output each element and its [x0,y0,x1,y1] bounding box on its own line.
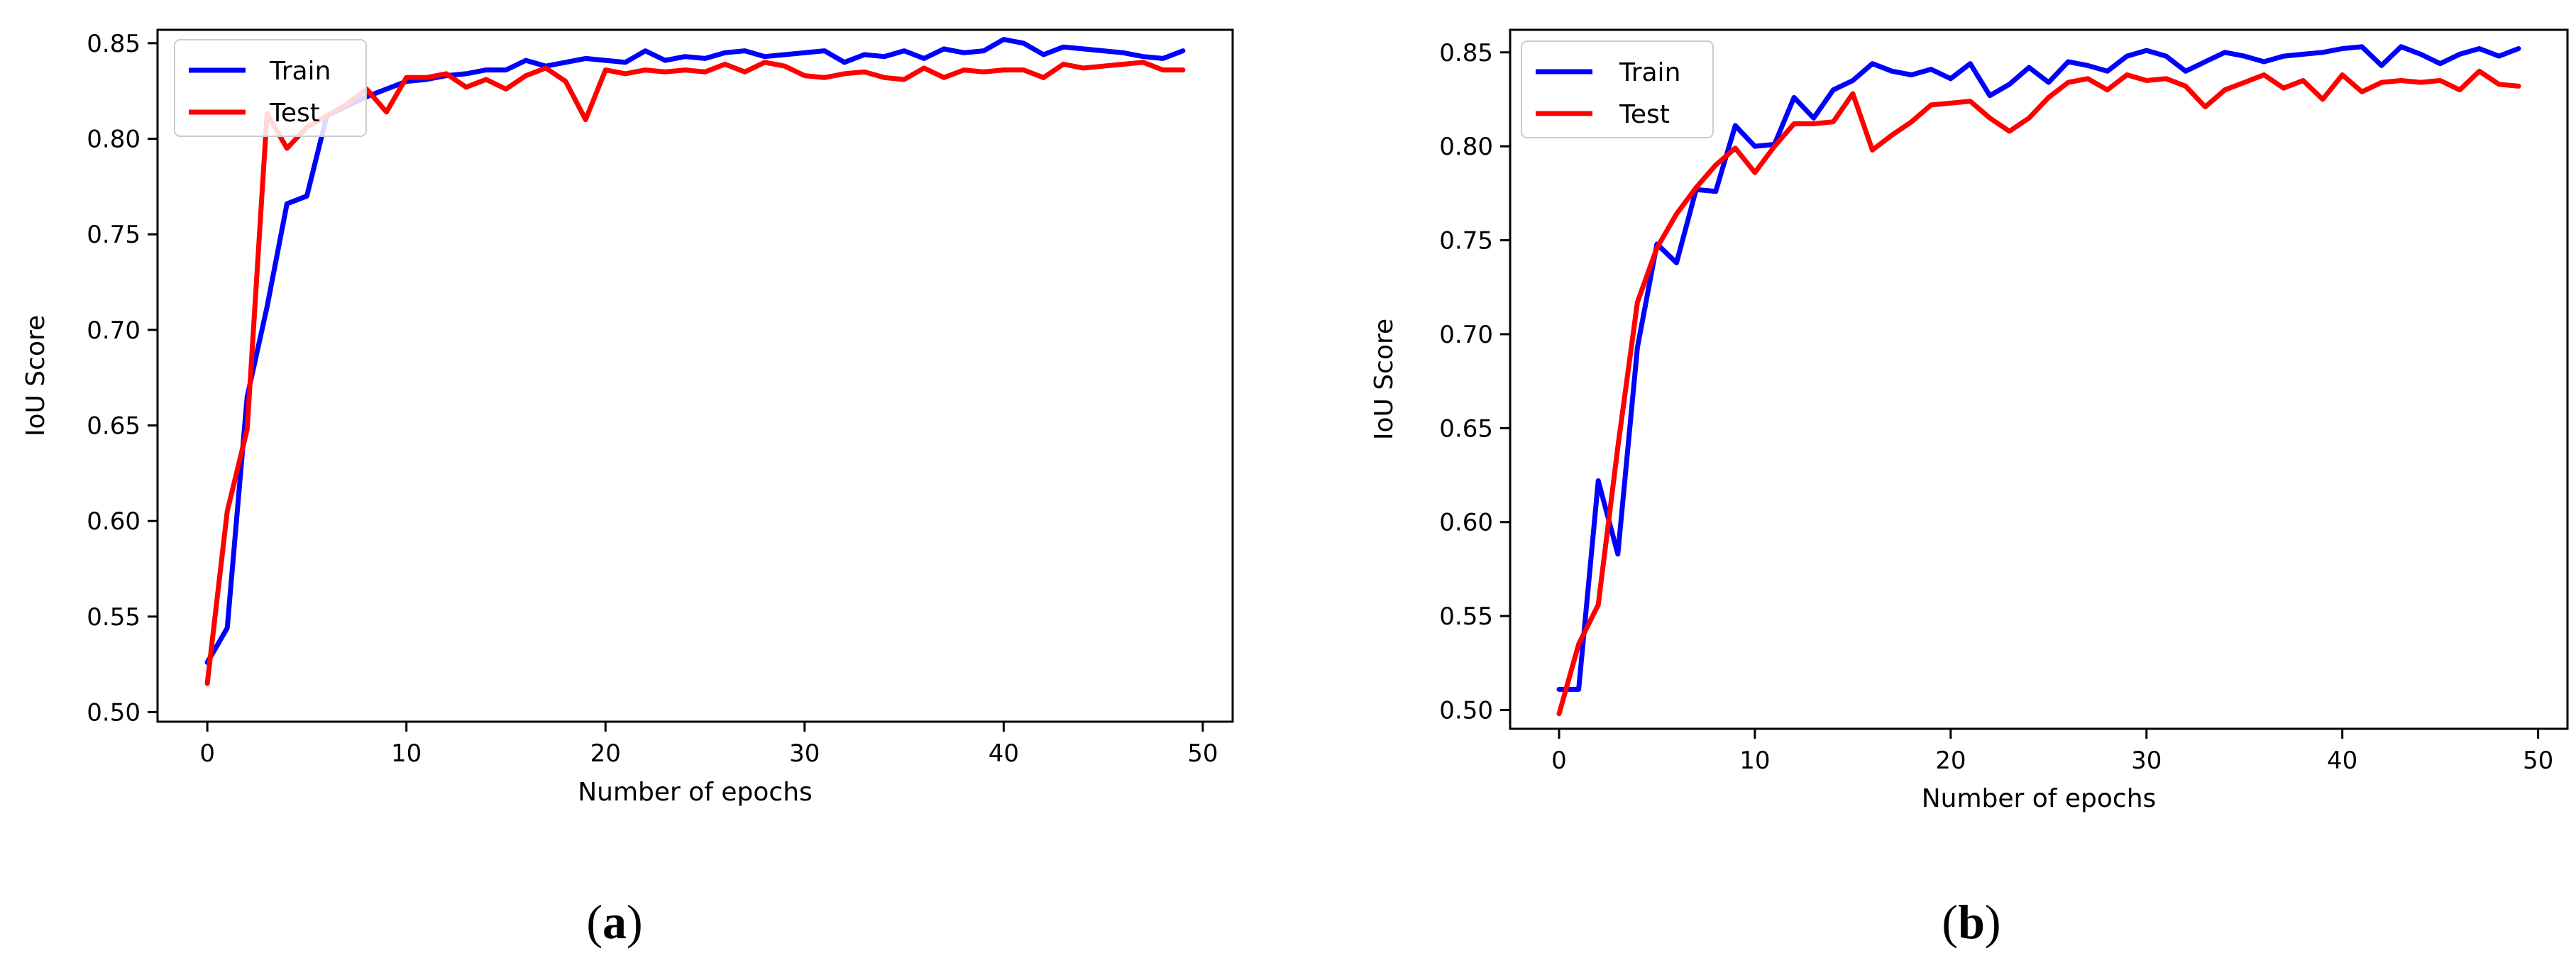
legend-label-train: Train [269,57,331,86]
x-tick-label: 30 [2131,747,2162,775]
y-tick-label: 0.80 [1439,133,1493,161]
plot-frame [1509,28,2569,730]
y-axis-ticks: 0.50 0.55 0.60 0.65 0.70 0.75 0.80 0.85 [87,30,158,727]
series-line-test [204,60,1186,686]
y-tick-label: 0.75 [1439,227,1493,255]
y-axis-title: IoU Score [21,315,50,436]
y-axis-ticks: 0.50 0.55 0.60 0.65 0.70 0.75 0.80 0.85 [1439,39,1510,725]
y-axis-title: IoU Score [1370,319,1399,440]
x-tick-label: 10 [391,739,422,768]
y-tick-label: 0.50 [1439,697,1493,725]
y-tick-label: 0.50 [87,699,141,727]
panel-caption-a: (a) [586,895,642,949]
plot-frame [156,28,1234,723]
x-tick-label: 20 [590,739,621,768]
series-line-test [1556,68,2521,717]
x-tick-label: 20 [1935,747,1966,775]
y-tick-label: 0.70 [87,316,141,345]
y-tick-label: 0.85 [1439,39,1493,67]
legend-box [1521,40,1714,138]
x-tick-label: 40 [2327,747,2357,775]
y-tick-label: 0.65 [1439,414,1493,443]
series-lines [1556,44,2521,717]
legend-label-test: Test [1619,100,1670,129]
x-tick-label: 0 [1551,747,1567,775]
y-tick-label: 0.75 [87,221,141,249]
series-lines [204,37,1186,686]
y-tick-label: 0.60 [1439,509,1493,537]
legend-label-train: Train [1619,58,1680,87]
panel-caption-b: (b) [1942,895,2000,949]
x-tick-label: 50 [1187,739,1218,768]
x-tick-label: 10 [1739,747,1770,775]
y-tick-label: 0.55 [87,603,141,632]
y-tick-label: 0.65 [87,412,141,441]
x-tick-label: 40 [989,739,1019,768]
chart-panel-b: 0 10 20 30 40 50 0.50 0.55 0.60 0.65 0.70 0.75 0.80… [1370,28,2569,949]
y-tick-label: 0.55 [1439,602,1493,631]
legend: Train Test [1521,40,1714,138]
x-tick-label: 50 [2523,747,2553,775]
series-line-train [1556,44,2521,692]
x-axis-title: Number of epochs [1922,784,2157,813]
x-tick-label: 30 [789,739,820,768]
legend: Train Test [174,39,367,137]
y-tick-label: 0.85 [87,30,141,58]
y-tick-label: 0.80 [87,126,141,154]
x-axis-ticks: 0 10 20 30 40 50 [199,722,1218,768]
legend-label-test: Test [269,99,320,128]
y-tick-label: 0.60 [87,507,141,536]
x-axis-ticks: 0 10 20 30 40 50 [1551,729,2553,775]
chart-panel-a: 0 10 20 30 40 50 0.50 0.55 0.60 0.65 0.70 0.75 0.80… [21,28,1234,949]
x-tick-label: 0 [199,739,215,768]
y-tick-label: 0.70 [1439,321,1493,349]
x-axis-title: Number of epochs [578,778,813,807]
